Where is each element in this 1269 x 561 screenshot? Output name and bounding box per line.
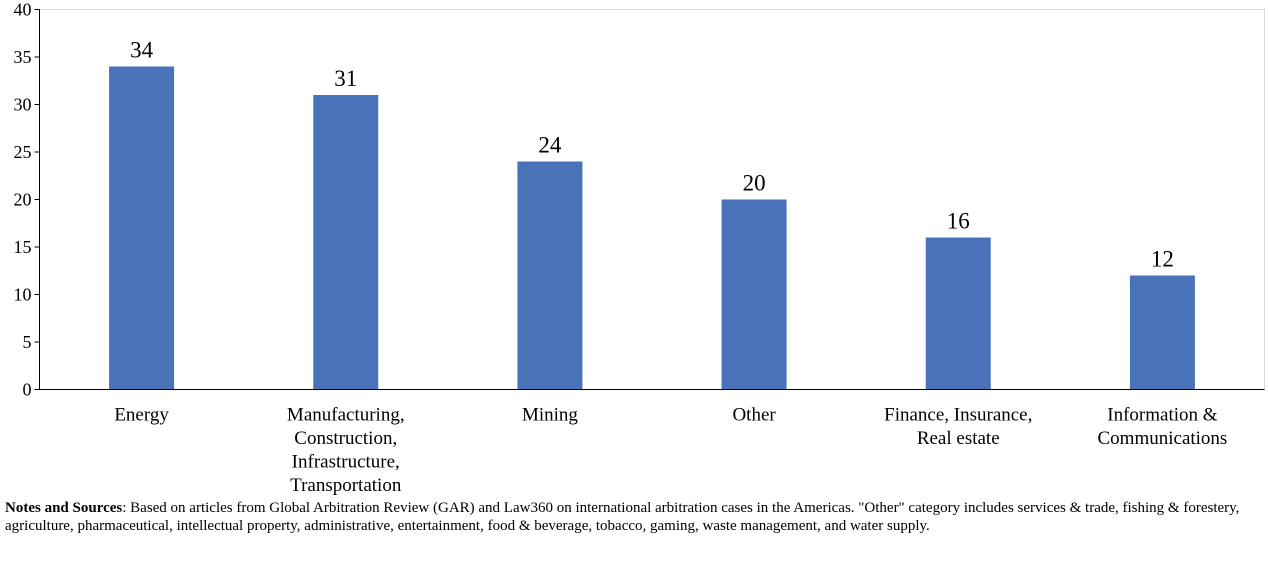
x-tick-label: Manufacturing, Construction, Infrastructur…	[287, 405, 405, 497]
y-tick-label: 10	[14, 285, 32, 305]
data-label: 12	[1151, 247, 1174, 272]
bar	[721, 199, 787, 390]
data-label: 20	[743, 171, 766, 196]
notes-heading: Notes and Sources	[5, 500, 123, 516]
notes-text: : Based on articles from Global Arbitrat…	[5, 500, 1240, 534]
plot-frame	[39, 9, 1265, 390]
x-tick-label: Mining	[522, 405, 578, 426]
bar	[1129, 275, 1195, 390]
bar	[925, 237, 991, 390]
y-tick-label: 40	[14, 0, 32, 20]
bar	[313, 95, 379, 390]
data-label: 16	[947, 209, 970, 234]
y-tick-label: 30	[14, 95, 32, 115]
x-tick-label: Finance, Insurance, Real estate	[884, 405, 1032, 450]
data-label: 34	[130, 38, 154, 63]
y-tick-label: 25	[14, 142, 32, 162]
x-tick-label: Information & Communications	[1098, 405, 1228, 450]
data-label: 24	[538, 133, 562, 158]
y-tick-label: 5	[23, 332, 32, 352]
bars: 34 31 24 20 16 12	[109, 38, 1195, 390]
bar	[109, 66, 175, 390]
y-tick-label: 15	[14, 237, 32, 257]
y-axis: 0 5 10 15 20 25 30 35 40	[14, 0, 40, 400]
bar	[517, 161, 583, 390]
x-tick-label: Energy	[114, 405, 169, 426]
x-axis: Energy Manufacturing, Construction, Infrast…	[39, 389, 1265, 497]
data-label: 31	[334, 66, 357, 91]
y-tick-label: 0	[23, 380, 32, 400]
y-tick-label: 35	[14, 47, 32, 67]
bar-chart: 0 5 10 15 20 25 30 35 40 34 31 24 20 16 12 Energy Manu…	[14, 0, 1265, 497]
y-tick-label: 20	[14, 190, 32, 210]
notes-and-sources: Notes and Sources: Based on articles fro…	[5, 500, 1260, 535]
x-tick-label: Other	[732, 405, 776, 426]
